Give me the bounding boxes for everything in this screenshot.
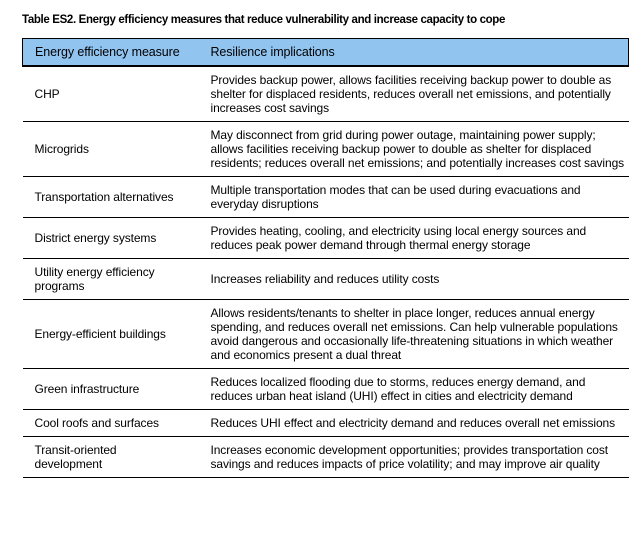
table-row: District energy systems Provides heating,… — [22, 218, 629, 259]
implication-cell: Provides heating, cooling, and electrici… — [210, 224, 587, 252]
table-row: Cool roofs and surfaces Reduces UHI effec… — [22, 410, 629, 437]
table-row: Utility energy efficiency programs Increa… — [22, 259, 629, 300]
measure-cell: CHP — [34, 87, 60, 101]
table-row: Green infrastructure Reduces localized fl… — [22, 369, 629, 410]
measure-cell: Transportation alternatives — [34, 190, 174, 204]
implication-cell: Multiple transportation modes that can b… — [210, 183, 581, 211]
implication-cell: Reduces localized flooding due to storms… — [210, 375, 586, 403]
measure-cell: Utility energy efficiency programs — [34, 265, 155, 293]
header-row: Energy efficiency measure Resilience imp… — [22, 38, 629, 67]
measure-cell: Transit-oriented development — [34, 443, 117, 471]
table-row: Transportation alternatives Multiple tran… — [22, 177, 629, 218]
measure-cell: District energy systems — [34, 231, 157, 245]
energy-measures-table: Energy efficiency measure Resilience imp… — [22, 38, 629, 478]
measure-cell: Energy-efficient buildings — [34, 327, 166, 341]
table-title: Table ES2. Energy efficiency measures th… — [22, 14, 506, 26]
measure-cell: Microgrids — [34, 142, 89, 156]
table-row: Energy-efficient buildings Allows residen… — [22, 300, 629, 369]
table-body: CHP Provides backup power, allows facilit… — [22, 66, 629, 478]
header-cell-implications: Resilience implications — [208, 38, 629, 67]
implication-cell: Provides backup power, allows facilities… — [210, 73, 612, 115]
implication-cell: Increases reliability and reduces utilit… — [210, 272, 440, 286]
table-row: Transit-oriented development Increases ec… — [22, 437, 629, 478]
table-row: Microgrids May disconnect from grid durin… — [22, 122, 629, 177]
implication-cell: Increases economic development opportuni… — [210, 443, 609, 471]
implication-cell: Reduces UHI effect and electricity deman… — [210, 416, 616, 430]
measure-cell: Green infrastructure — [34, 382, 140, 396]
document-page: Table ES2. Energy efficiency measures th… — [22, 14, 629, 478]
table-row: CHP Provides backup power, allows facilit… — [22, 66, 629, 122]
table-header: Energy efficiency measure Resilience imp… — [22, 38, 629, 67]
measure-cell: Cool roofs and surfaces — [34, 416, 160, 430]
implication-cell: Allows residents/tenants to shelter in p… — [210, 306, 618, 362]
implication-cell: May disconnect from grid during power ou… — [210, 128, 625, 170]
header-cell-measure: Energy efficiency measure — [22, 38, 209, 67]
